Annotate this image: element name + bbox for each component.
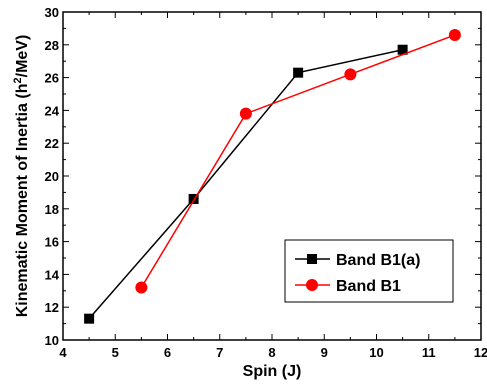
series-line-1 — [140, 34, 456, 288]
x-tick-label: 6 — [164, 345, 171, 360]
series-line-0 — [88, 48, 403, 320]
axis-ticks — [62, 11, 482, 341]
data-point-circle — [135, 281, 148, 294]
y-axis-title-sup: 2 — [12, 77, 24, 83]
y-tick-label: 14 — [45, 267, 60, 282]
series-layer — [84, 28, 461, 324]
y-tick-label: 12 — [45, 300, 59, 315]
x-tick-label: 11 — [422, 345, 436, 360]
y-tick-label: 10 — [45, 333, 59, 348]
y-tick-label: 24 — [45, 103, 60, 118]
tick-labels: 4 5 6 7 8 9 10 11 12 10 12 14 16 18 20 22 24 26 28 30 — [45, 5, 487, 360]
data-point-square — [188, 193, 199, 204]
legend-marker-band-b1 — [306, 279, 318, 291]
data-point-circle — [448, 28, 461, 41]
data-point-circle — [239, 107, 252, 120]
legend: Band B1(a) Band B1 — [284, 239, 454, 303]
x-tick-label: 7 — [216, 345, 223, 360]
y-axis-title-main: Kinematic Moment of Inertia (h — [14, 84, 31, 318]
x-tick-label: 8 — [268, 345, 275, 360]
x-tick-label: 4 — [59, 345, 67, 360]
y-axis-title-end: /MeV) — [14, 35, 31, 78]
y-tick-label: 22 — [45, 136, 59, 151]
x-tick-label: 9 — [321, 345, 328, 360]
y-axis-title: Kinematic Moment of Inertia (h2/MeV) — [12, 35, 31, 318]
y-tick-label: 16 — [45, 235, 59, 250]
y-tick-label: 26 — [45, 71, 59, 86]
x-tick-label: 10 — [369, 345, 383, 360]
x-tick-label: 12 — [474, 345, 487, 360]
y-tick-label: 30 — [45, 5, 59, 20]
x-axis-title: Spin (J) — [243, 363, 302, 380]
legend-box — [284, 239, 454, 303]
y-tick-label: 18 — [45, 202, 59, 217]
legend-label-band-b1: Band B1 — [336, 278, 401, 295]
x-tick-label: 5 — [112, 345, 119, 360]
data-point-square — [397, 44, 408, 55]
y-tick-label: 28 — [45, 38, 59, 53]
data-point-square — [293, 67, 304, 78]
y-tick-label: 20 — [45, 169, 59, 184]
legend-marker-band-b1a — [307, 254, 317, 264]
legend-label-band-b1a: Band B1(a) — [336, 252, 420, 269]
data-point-square — [84, 313, 95, 324]
data-point-circle — [344, 68, 357, 81]
